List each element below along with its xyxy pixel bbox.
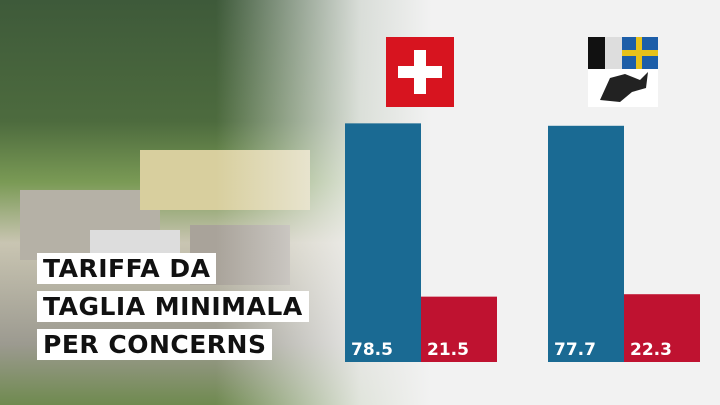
value-label: 22.3 [630,340,672,360]
value-label: 77.7 [554,340,596,360]
title: TARIFFA DA TAGLIA MINIMALA PER CONCERNS [37,253,309,367]
title-line: TARIFFA DA [37,253,217,284]
value-label: 21.5 [427,340,469,360]
value-label: 78.5 [351,340,393,360]
bar [421,296,497,362]
bar [624,294,700,362]
bar [548,125,624,363]
bar [345,123,421,362]
title-line: TAGLIA MINIMALA [37,291,309,322]
title-line: PER CONCERNS [37,329,273,360]
